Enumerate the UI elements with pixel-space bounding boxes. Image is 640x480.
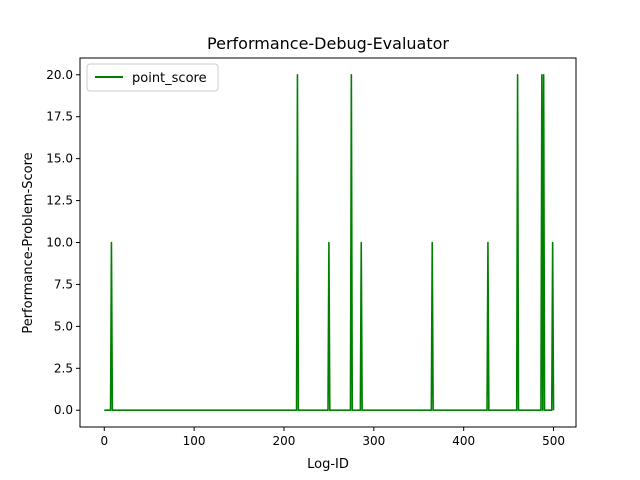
y-tick-label: 20.0	[46, 68, 73, 82]
x-tick-label: 500	[542, 434, 565, 448]
y-tick-label: 10.0	[46, 236, 73, 250]
chart-title: Performance-Debug-Evaluator	[207, 34, 449, 53]
series-line-point-score	[104, 73, 555, 412]
y-tick-label: 7.5	[54, 277, 73, 291]
x-tick-label: 100	[183, 434, 206, 448]
x-axis-ticks: 0 100 200 300 400 500	[100, 427, 565, 448]
y-tick-label: 5.0	[54, 319, 73, 333]
legend-label-point-score: point_score	[132, 71, 207, 86]
x-tick-label: 0	[100, 434, 108, 448]
y-axis-ticks: 0.0 2.5 5.0 7.5 10.0 12.5 15.0 17.5 20.0	[46, 68, 80, 417]
y-tick-label: 15.0	[46, 152, 73, 166]
legend-box	[86, 63, 219, 92]
plot-area	[104, 73, 555, 412]
y-tick-label: 0.0	[54, 403, 73, 417]
y-axis-label: Performance-Problem-Score	[21, 152, 36, 333]
x-tick-label: 200	[273, 434, 296, 448]
y-tick-label: 12.5	[46, 194, 73, 208]
y-tick-label: 17.5	[46, 110, 73, 124]
x-tick-label: 400	[452, 434, 475, 448]
y-tick-label: 2.5	[54, 361, 73, 375]
legend: point_score	[86, 63, 219, 92]
plot-frame	[79, 57, 577, 428]
x-axis-label: Log-ID	[307, 457, 349, 472]
x-tick-label: 300	[362, 434, 385, 448]
